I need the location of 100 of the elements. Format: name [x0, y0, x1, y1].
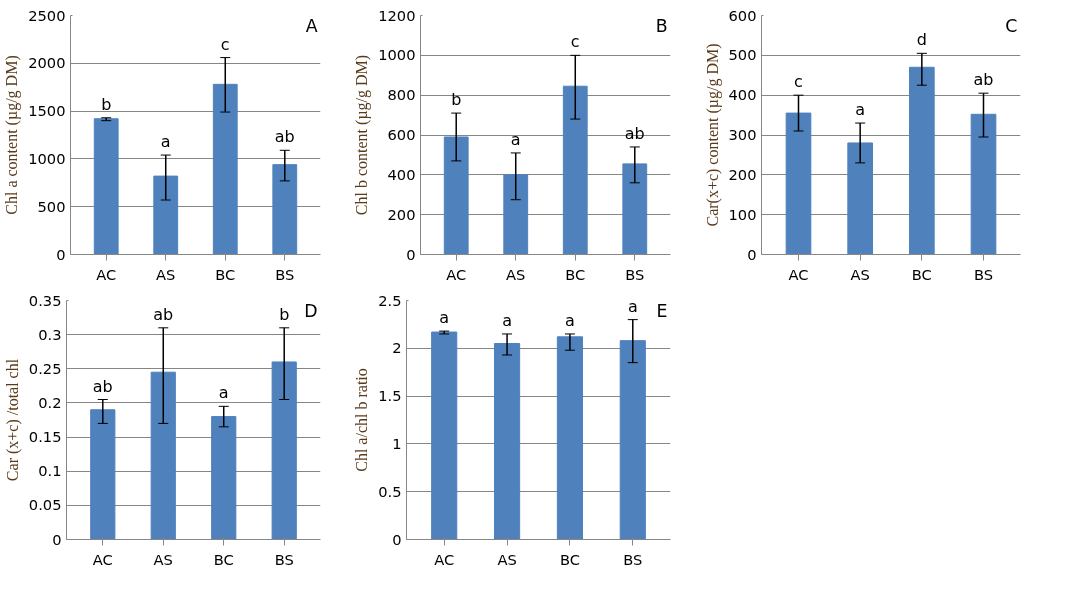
x-tick-label: AC — [788, 265, 809, 283]
x-tick-label: BC — [215, 265, 236, 283]
y-axis-title: Car(x+c) content (µg/g DM) — [703, 43, 722, 227]
x-tick-label: AC — [446, 265, 467, 283]
bar — [503, 174, 529, 255]
y-tick-label: 0 — [406, 245, 416, 263]
y-tick-label: 0.5 — [378, 482, 402, 500]
y-axis-title: Car (x+c) /total chl — [3, 358, 22, 482]
y-tick-label: 1000 — [28, 149, 66, 167]
x-tick-label: BS — [623, 550, 643, 568]
y-tick-label: 500 — [37, 197, 66, 215]
y-tick-label: 0 — [392, 530, 402, 548]
y-tick-label: 0.2 — [38, 393, 62, 411]
annotation: a — [565, 310, 575, 330]
y-tick-label: 0.35 — [28, 291, 62, 309]
x-tick-label: BS — [275, 265, 295, 283]
annotation: a — [510, 129, 521, 149]
annotation: ab — [153, 304, 174, 324]
y-tick-label: 1.5 — [378, 387, 402, 405]
bar — [970, 113, 997, 255]
bar — [443, 136, 469, 255]
annotation: c — [794, 72, 803, 92]
annotation: a — [160, 132, 171, 152]
bar — [272, 164, 298, 255]
bar — [90, 409, 116, 540]
y-axis-title: Chl a content (µg/g DM) — [3, 55, 22, 215]
bar — [212, 83, 238, 255]
y-tick-label: 300 — [728, 126, 757, 143]
x-tick-label: BS — [973, 265, 994, 283]
annotation: a — [502, 310, 512, 330]
bar — [909, 66, 935, 255]
x-tick-label: AC — [434, 550, 455, 568]
bar — [622, 163, 648, 255]
annotation: a — [218, 383, 229, 403]
annotation: b — [451, 90, 462, 110]
annotation: ab — [274, 127, 295, 147]
annotation: E — [656, 300, 668, 321]
y-tick-label: 200 — [728, 165, 757, 183]
bar — [271, 361, 297, 540]
annotation: b — [101, 94, 112, 114]
y-tick-label: 0.05 — [28, 496, 62, 514]
y-tick-label: 2000 — [28, 54, 66, 72]
x-tick-label: AS — [506, 265, 526, 283]
x-tick-label: AS — [497, 550, 517, 568]
annotation: c — [570, 32, 580, 52]
annotation: a — [439, 308, 450, 328]
annotation: d — [916, 30, 927, 50]
y-tick-label: 1500 — [28, 102, 66, 120]
annotation: A — [305, 15, 318, 36]
x-tick-label: AS — [156, 265, 176, 283]
x-tick-label: AS — [153, 550, 173, 568]
annotation: ab — [624, 123, 645, 143]
annotation: D — [304, 300, 318, 321]
x-tick-label: BC — [565, 265, 586, 283]
y-tick-label: 400 — [387, 165, 416, 183]
y-tick-label: 1 — [392, 434, 402, 452]
y-tick-label: 1000 — [378, 46, 416, 64]
x-tick-label: AS — [850, 265, 870, 283]
y-tick-label: 0.1 — [38, 462, 62, 480]
y-tick-label: 1200 — [378, 6, 416, 24]
y-tick-label: 2 — [392, 339, 402, 357]
annotation: ab — [92, 376, 113, 396]
annotation: B — [655, 15, 668, 36]
annotation: C — [1005, 15, 1018, 36]
y-tick-label: 100 — [728, 205, 757, 223]
y-tick-label: 2.5 — [378, 291, 402, 309]
annotation: a — [627, 296, 638, 316]
y-tick-label: 0.15 — [28, 428, 62, 446]
y-tick-label: 600 — [728, 6, 757, 24]
annotation: a — [855, 100, 866, 120]
y-tick-label: 400 — [728, 86, 757, 104]
y-axis-title: Chl a/chl b ratio — [353, 368, 371, 472]
y-tick-label: 0 — [56, 245, 66, 263]
y-tick-label: 0 — [747, 245, 757, 263]
y-tick-label: 2500 — [28, 6, 66, 24]
y-tick-label: 0.3 — [38, 325, 62, 343]
annotation: ab — [973, 70, 994, 90]
bar — [562, 85, 588, 255]
x-tick-label: BC — [911, 265, 932, 283]
annotation: b — [279, 304, 290, 324]
bar — [847, 142, 873, 255]
y-tick-label: 200 — [387, 205, 416, 223]
x-tick-label: AC — [92, 550, 113, 568]
x-tick-label: BS — [274, 550, 294, 568]
x-tick-label: BC — [559, 550, 580, 568]
y-tick-label: 600 — [387, 126, 416, 143]
bar — [153, 175, 179, 255]
y-axis-title: Chl b content (µg/g DM) — [353, 54, 372, 216]
bar — [211, 416, 237, 540]
y-tick-label: 800 — [387, 86, 416, 104]
bar — [93, 118, 119, 255]
bar — [785, 112, 812, 255]
bar — [150, 371, 176, 540]
x-tick-label: AC — [96, 265, 117, 283]
y-tick-label: 500 — [728, 46, 757, 64]
annotation: c — [220, 34, 230, 54]
x-tick-label: BS — [625, 265, 645, 283]
y-tick-label: 0 — [52, 530, 62, 548]
x-tick-label: BC — [213, 550, 234, 568]
y-tick-label: 0.25 — [28, 359, 62, 377]
